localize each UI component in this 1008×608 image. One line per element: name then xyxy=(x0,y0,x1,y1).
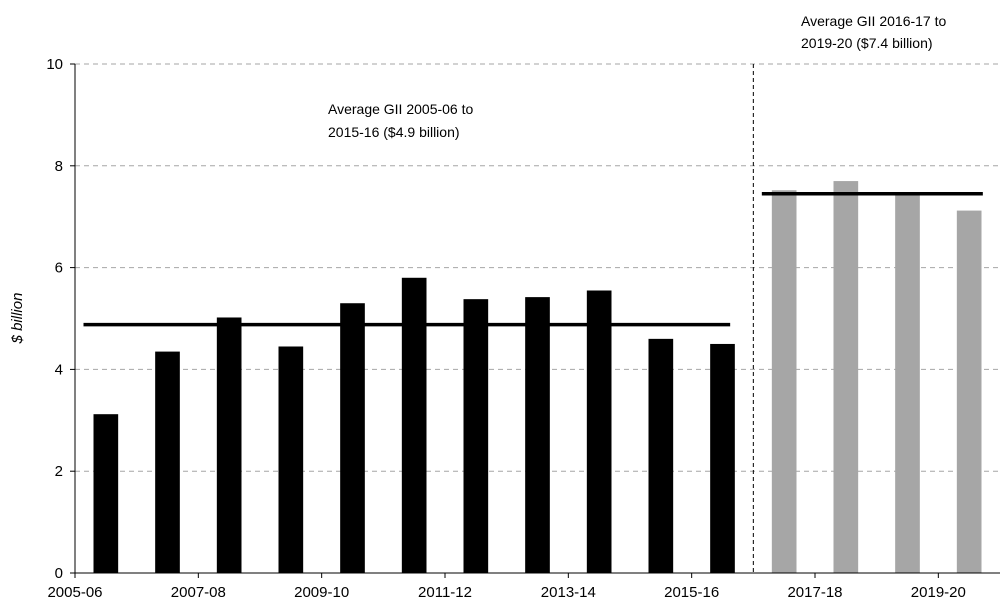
annotation-line: 2015-16 ($4.9 billion) xyxy=(328,124,460,140)
annotation-line: Average GII 2005-06 to xyxy=(328,101,473,117)
bars xyxy=(93,181,982,574)
y-tick-label: 2 xyxy=(55,463,63,480)
annotation-average-2005-2016: Average GII 2005-06 to 2015-16 ($4.9 bil… xyxy=(328,101,477,140)
bar-2005-06 xyxy=(93,414,119,573)
y-tick-label: 0 xyxy=(55,565,63,582)
bar-2016-17 xyxy=(771,190,797,573)
x-tick-label: 2017-18 xyxy=(787,584,842,601)
y-tick-label: 4 xyxy=(55,361,63,378)
bar-2010-11 xyxy=(401,277,427,573)
bar-2011-12 xyxy=(463,299,489,573)
x-tick-label: 2019-20 xyxy=(911,584,966,601)
y-axis-title: $ billion xyxy=(9,293,26,345)
annotation-line: 2019-20 ($7.4 billion) xyxy=(801,35,933,51)
y-tick-label: 10 xyxy=(46,56,63,73)
x-tick-label: 2005-06 xyxy=(47,584,102,601)
bar-2006-07 xyxy=(155,351,180,573)
bar-2008-09 xyxy=(278,346,304,573)
bar-2007-08 xyxy=(216,317,242,573)
bar-2013-14 xyxy=(586,290,612,573)
bar-2009-10 xyxy=(340,303,365,573)
bar-2019-20 xyxy=(956,210,982,574)
bar-2012-13 xyxy=(525,297,550,573)
x-tick-label: 2015-16 xyxy=(664,584,719,601)
y-tick-label: 6 xyxy=(55,260,63,277)
average-lines xyxy=(83,192,983,327)
y-tick-label: 8 xyxy=(55,158,63,175)
y-axis-ticks: 0 2 4 6 8 10 xyxy=(46,56,75,582)
annotation-line: Average GII 2016-17 to xyxy=(801,13,946,29)
x-tick-label: 2009-10 xyxy=(294,584,349,601)
annotation-average-2016-2020: Average GII 2016-17 to 2019-20 ($7.4 bil… xyxy=(801,13,950,51)
bar-2015-16 xyxy=(710,343,735,573)
bar-2017-18 xyxy=(833,181,859,573)
bar-2014-15 xyxy=(648,338,674,573)
x-axis-ticks: 2005-06 2007-08 2009-10 2011-12 2013-14 2015-… xyxy=(47,573,966,601)
bar-2018-19 xyxy=(895,192,920,573)
x-tick-label: 2007-08 xyxy=(171,584,226,601)
x-tick-label: 2013-14 xyxy=(541,584,596,601)
x-tick-label: 2011-12 xyxy=(418,584,472,601)
